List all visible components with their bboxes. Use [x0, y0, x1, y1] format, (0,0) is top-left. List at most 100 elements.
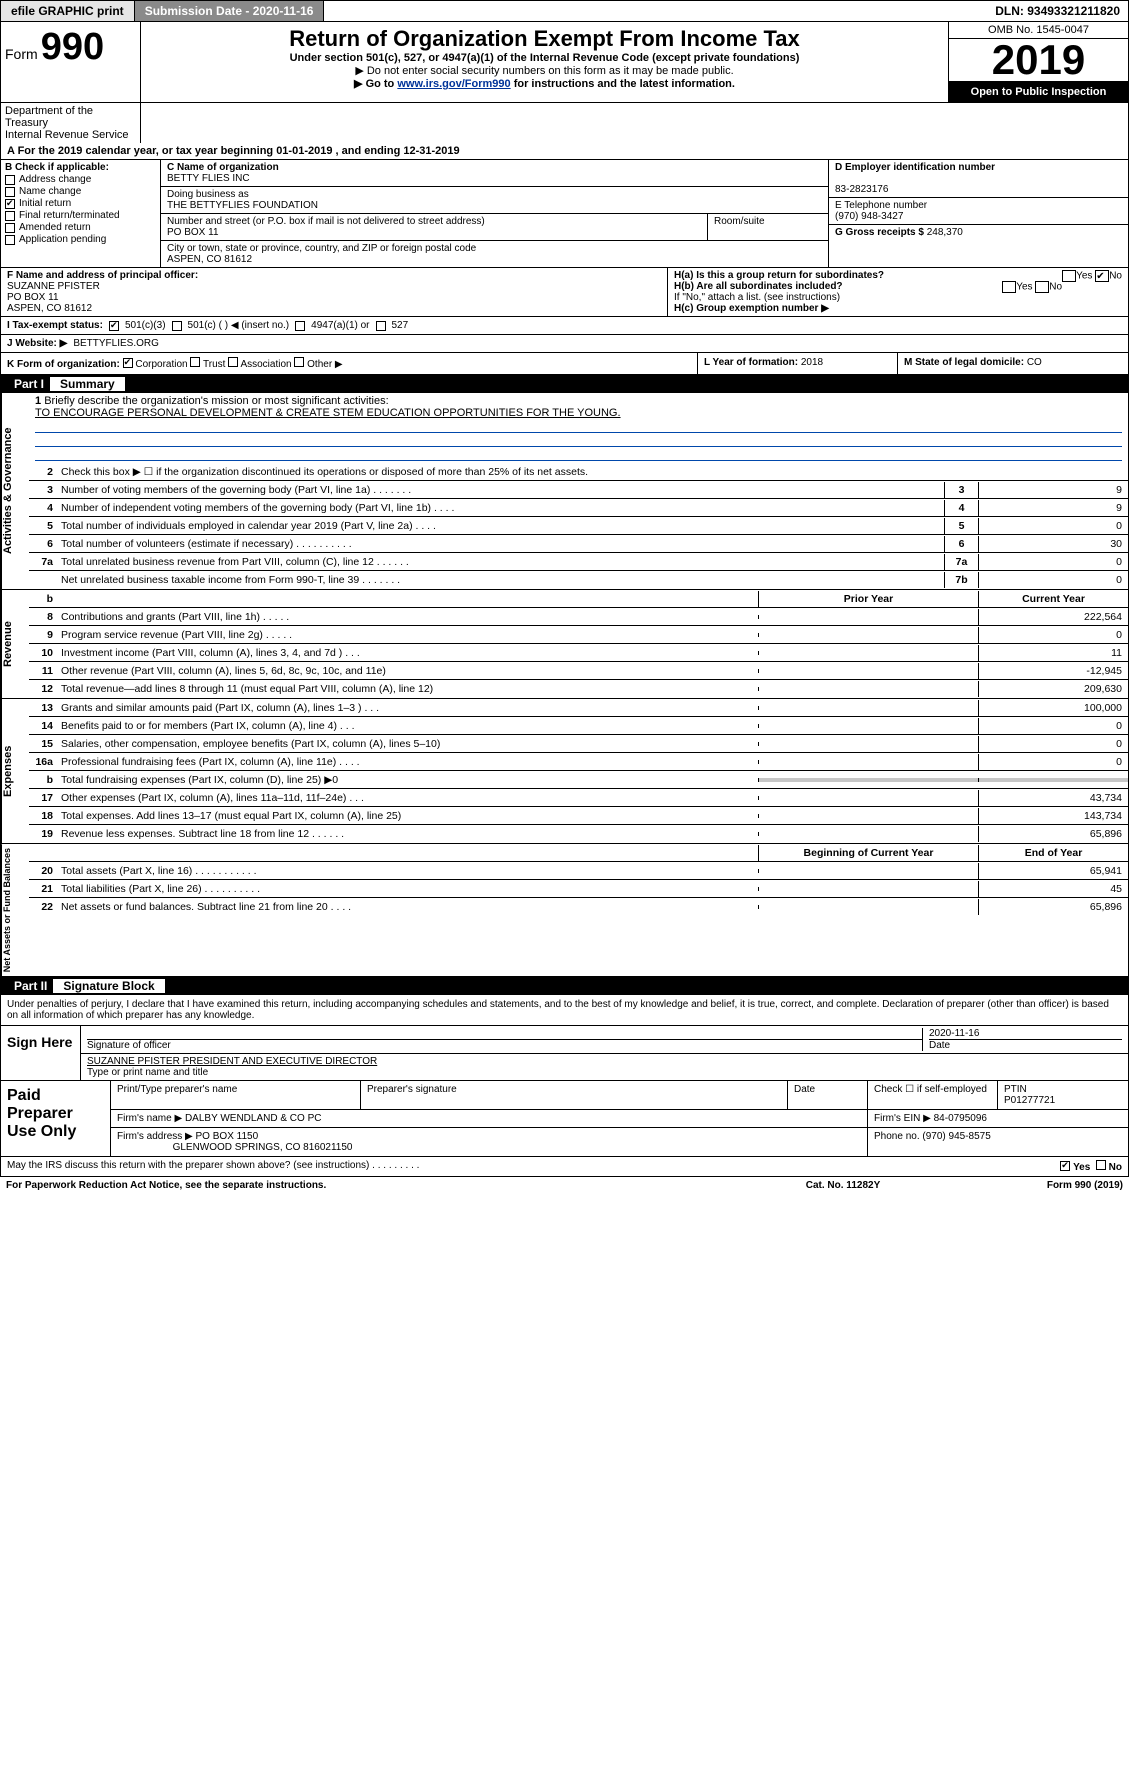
checkbox-application-pending[interactable]: Application pending — [5, 234, 156, 245]
goto-pre: ▶ Go to — [354, 78, 397, 90]
side-expenses: Expenses — [1, 699, 29, 843]
officer-addr2: ASPEN, CO 81612 — [7, 303, 92, 314]
dba-label: Doing business as — [167, 189, 249, 200]
dln-text: DLN: 93493321211820 — [987, 1, 1128, 21]
assoc-check[interactable] — [228, 357, 238, 367]
name-label: C Name of organization — [167, 162, 279, 173]
summary-row-13: 13Grants and similar amounts paid (Part … — [29, 699, 1128, 717]
domicile-label: M State of legal domicile: — [904, 357, 1024, 368]
ein-label: D Employer identification number — [835, 162, 995, 173]
form-prefix: Form — [5, 46, 38, 62]
form-title: Return of Organization Exempt From Incom… — [145, 26, 944, 52]
checkbox-final-return-terminated[interactable]: Final return/terminated — [5, 210, 156, 221]
form-header: Form 990 Return of Organization Exempt F… — [0, 22, 1129, 103]
summary-expenses: Expenses 13Grants and similar amounts pa… — [0, 699, 1129, 844]
form-subtitle: Under section 501(c), 527, or 4947(a)(1)… — [145, 52, 944, 64]
hb-no-box[interactable] — [1035, 281, 1049, 293]
summary-row-15: 15Salaries, other compensation, employee… — [29, 735, 1128, 753]
ha-yes-box[interactable] — [1062, 270, 1076, 282]
discuss-no-box[interactable] — [1096, 1160, 1106, 1170]
summary-row-18: 18Total expenses. Add lines 13–17 (must … — [29, 807, 1128, 825]
irs-link[interactable]: www.irs.gov/Form990 — [397, 78, 510, 90]
checkbox-initial-return[interactable]: Initial return — [5, 198, 156, 209]
summary-row-8: 8Contributions and grants (Part VIII, li… — [29, 608, 1128, 626]
firm-name-label: Firm's name ▶ — [117, 1113, 182, 1124]
501c-check[interactable] — [172, 321, 182, 331]
paid-preparer-label: Paid Preparer Use Only — [1, 1081, 111, 1156]
q1-desc: Briefly describe the organization's miss… — [44, 395, 388, 407]
summary-row-11: 11Other revenue (Part VIII, column (A), … — [29, 662, 1128, 680]
hb-yes-box[interactable] — [1002, 281, 1016, 293]
efile-print-btn[interactable]: efile GRAPHIC print — [1, 1, 135, 21]
officer-addr1: PO BOX 11 — [7, 292, 59, 303]
side-net: Net Assets or Fund Balances — [1, 844, 29, 976]
tax-year: 2019 — [949, 39, 1128, 81]
501c3-check[interactable] — [109, 321, 119, 331]
527-check[interactable] — [376, 321, 386, 331]
checkbox-address-change[interactable]: Address change — [5, 174, 156, 185]
summary-revenue: Revenue b Prior Year Current Year 8Contr… — [0, 590, 1129, 699]
goto-post: for instructions and the latest informat… — [511, 78, 735, 90]
summary-row-21: 21Total liabilities (Part X, line 26) . … — [29, 880, 1128, 898]
firm-addr-label: Firm's address ▶ — [117, 1131, 193, 1142]
irs-label: Internal Revenue Service — [5, 129, 136, 141]
hdr-prior-year: Prior Year — [758, 591, 978, 607]
summary-net-assets: Net Assets or Fund Balances Beginning of… — [0, 844, 1129, 977]
summary-row-4: 4Number of independent voting members of… — [29, 499, 1128, 517]
ptin-label: PTIN — [1004, 1084, 1027, 1095]
discuss-text: May the IRS discuss this return with the… — [7, 1160, 1060, 1173]
dba-value: THE BETTYFLIES FOUNDATION — [167, 200, 318, 211]
year-formation-label: L Year of formation: — [704, 357, 798, 368]
checkbox-name-change[interactable]: Name change — [5, 186, 156, 197]
prep-sig-hdr: Preparer's signature — [361, 1081, 788, 1109]
trust-check[interactable] — [190, 357, 200, 367]
summary-row-19: 19Revenue less expenses. Subtract line 1… — [29, 825, 1128, 843]
year-formation-value: 2018 — [801, 357, 823, 368]
officer-label: F Name and address of principal officer: — [7, 270, 198, 281]
checkbox-amended-return[interactable]: Amended return — [5, 222, 156, 233]
part-ii-header: Part II Signature Block — [0, 977, 1129, 995]
firm-ein-label: Firm's EIN ▶ — [874, 1113, 931, 1124]
discuss-yes-box[interactable] — [1060, 1161, 1070, 1171]
hb-note: If "No," attach a list. (see instruction… — [674, 292, 1122, 303]
firm-phone-label: Phone no. — [874, 1131, 920, 1142]
submission-date-btn[interactable]: Submission Date - 2020-11-16 — [135, 1, 325, 21]
part-i-title: Summary — [50, 377, 125, 391]
officer-group-block: F Name and address of principal officer:… — [0, 268, 1129, 317]
summary-row-22: 22Net assets or fund balances. Subtract … — [29, 898, 1128, 916]
domicile-value: CO — [1027, 357, 1042, 368]
cat-no: Cat. No. 11282Y — [743, 1180, 943, 1191]
part-i-box: Part I — [8, 377, 50, 391]
gross-receipts-value: 248,370 — [927, 227, 963, 238]
4947-check[interactable] — [295, 321, 305, 331]
ha-label: H(a) Is this a group return for subordin… — [674, 270, 884, 281]
city-label: City or town, state or province, country… — [167, 243, 476, 254]
ein-value: 83-2823176 — [835, 184, 888, 195]
form-footer: Form 990 (2019) — [943, 1180, 1123, 1191]
hdr-begin-year: Beginning of Current Year — [758, 845, 978, 861]
mission-text: TO ENCOURAGE PERSONAL DEVELOPMENT & CREA… — [35, 407, 1122, 419]
summary-row-6: 6Total number of volunteers (estimate if… — [29, 535, 1128, 553]
website-label: J Website: ▶ — [7, 338, 67, 349]
dept-row: Department of the Treasury Internal Reve… — [0, 103, 1129, 143]
addr-value: PO BOX 11 — [167, 227, 219, 238]
dept-treasury: Department of the Treasury — [5, 105, 136, 129]
room-suite-label: Room/suite — [708, 214, 828, 240]
section-b: B Check if applicable: Address changeNam… — [1, 160, 161, 267]
org-name: BETTY FLIES INC — [167, 173, 250, 184]
addr-label: Number and street (or P.O. box if mail i… — [167, 216, 485, 227]
phone-label: E Telephone number — [835, 200, 927, 211]
prep-date-hdr: Date — [788, 1081, 868, 1109]
ha-no-box[interactable]: ✔ — [1095, 270, 1109, 282]
summary-row-5: 5Total number of individuals employed in… — [29, 517, 1128, 535]
gross-receipts-label: G Gross receipts $ — [835, 227, 924, 238]
part-ii-box: Part II — [8, 979, 53, 993]
corp-check[interactable] — [123, 358, 133, 368]
penalty-text: Under penalties of perjury, I declare th… — [0, 995, 1129, 1026]
other-check[interactable] — [294, 357, 304, 367]
row-j: J Website: ▶ BETTYFLIES.ORG — [0, 335, 1129, 353]
part-i-header: Part I Summary — [0, 375, 1129, 393]
firm-addr1: PO BOX 1150 — [196, 1131, 259, 1142]
ptin-value: P01277721 — [1004, 1095, 1055, 1106]
paid-preparer-block: Paid Preparer Use Only Print/Type prepar… — [0, 1081, 1129, 1157]
